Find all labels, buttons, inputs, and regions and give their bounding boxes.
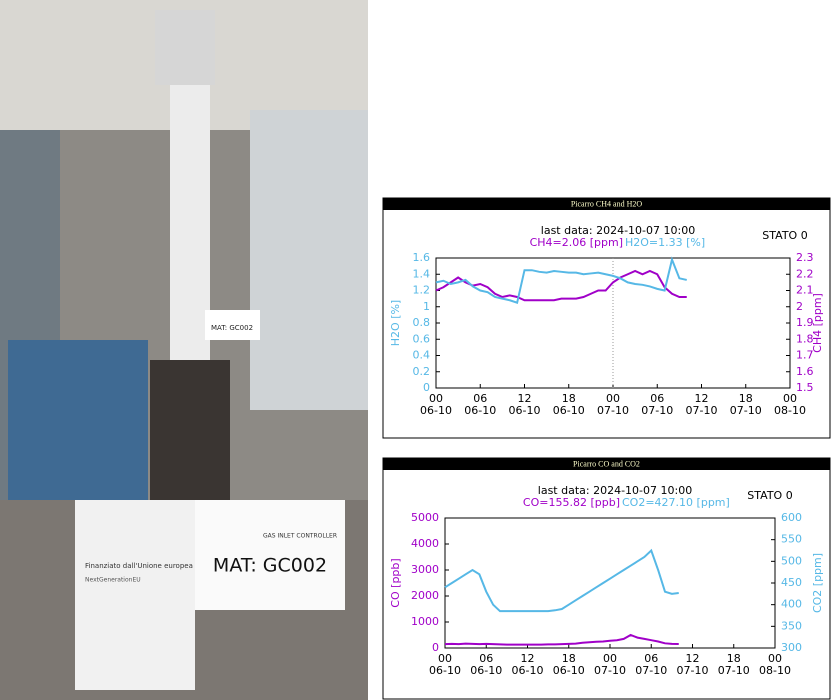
y-tick-label: 300 (781, 641, 802, 654)
x-tick-date: 07-10 (635, 664, 667, 677)
y2-axis-label: CO2 [ppm] (811, 553, 824, 613)
blue-box (8, 340, 148, 500)
sensor-head (155, 10, 215, 85)
x-tick-date: 06-10 (470, 664, 502, 677)
legend-entry: H2O=1.33 [%] (625, 236, 705, 249)
y-tick-label: 500 (781, 554, 802, 567)
y-tick-label: 0.8 (413, 316, 431, 329)
y-tick-label: 3000 (411, 563, 439, 576)
base (150, 360, 230, 500)
x-tick-date: 06-10 (509, 404, 541, 417)
y-axis-label: CO [ppb] (389, 558, 402, 607)
y-tick-label: 2.3 (796, 251, 814, 264)
annotation: STATO 0 (747, 489, 792, 502)
y-tick-label: 1.2 (413, 284, 431, 297)
chart-title: Picarro CO and CO2 (573, 459, 640, 468)
y-tick-label: 0.4 (413, 349, 431, 362)
x-tick-date: 06-10 (429, 664, 461, 677)
x-tick-date: 07-10 (718, 664, 750, 677)
photo-label: NextGenerationEU (85, 577, 141, 584)
x-tick-date: 07-10 (686, 404, 718, 417)
y-tick-label: 2.2 (796, 267, 814, 280)
x-tick-date: 07-10 (641, 404, 673, 417)
y-tick-label: 550 (781, 533, 802, 546)
y-tick-label: 0.2 (413, 365, 431, 378)
x-tick-date: 07-10 (597, 404, 629, 417)
photo-label: GAS INLET CONTROLLER (263, 533, 337, 540)
photo-label: Finanziato dall'Unione europea (85, 562, 193, 570)
y-tick-label: 1.6 (796, 365, 814, 378)
tube (170, 85, 210, 405)
y-tick-label: 1.6 (413, 251, 431, 264)
chart-title: Picarro CH4 and H2O (571, 199, 643, 208)
x-tick-date: 06-10 (420, 404, 452, 417)
photo: MAT: GC002 GAS INLET CONTROLLER MAT: GC0… (0, 0, 368, 700)
photo-label: MAT: GC002 (211, 324, 253, 332)
y-tick-label: 4000 (411, 537, 439, 550)
legend-entry: CO=155.82 [ppb] (523, 496, 620, 509)
x-tick-date: 08-10 (759, 664, 791, 677)
y-tick-label: 1.4 (413, 267, 431, 280)
legend-entry: CH4=2.06 [ppm] (530, 236, 623, 249)
x-tick-date: 07-10 (730, 404, 762, 417)
wall (250, 110, 368, 410)
y2-axis-label: CH4 [ppm] (811, 293, 824, 353)
y-tick-label: 5000 (411, 511, 439, 524)
y-tick-label: 450 (781, 576, 802, 589)
y-tick-label: 0.6 (413, 332, 431, 345)
x-tick-date: 08-10 (774, 404, 806, 417)
legend-entry: CO2=427.10 [ppm] (622, 496, 730, 509)
x-tick-date: 06-10 (553, 664, 585, 677)
x-tick-date: 07-10 (677, 664, 709, 677)
y-tick-label: 2 (796, 300, 803, 313)
x-tick-date: 07-10 (594, 664, 626, 677)
annotation: STATO 0 (762, 229, 807, 242)
y-tick-label: 2000 (411, 589, 439, 602)
zoom-tube (75, 500, 195, 690)
x-tick-date: 06-10 (512, 664, 544, 677)
y-tick-label: 600 (781, 511, 802, 524)
y-tick-label: 1 (423, 300, 430, 313)
x-tick-date: 06-10 (464, 404, 496, 417)
x-tick-date: 06-10 (553, 404, 585, 417)
y-tick-label: 1.5 (796, 381, 814, 394)
photo-label: MAT: GC002 (213, 555, 327, 577)
y-tick-label: 400 (781, 598, 802, 611)
y-tick-label: 1000 (411, 615, 439, 628)
y-tick-label: 350 (781, 619, 802, 632)
screen: MAT: GC002 GAS INLET CONTROLLER MAT: GC0… (0, 0, 831, 700)
y-axis-label: H2O [%] (389, 300, 402, 346)
